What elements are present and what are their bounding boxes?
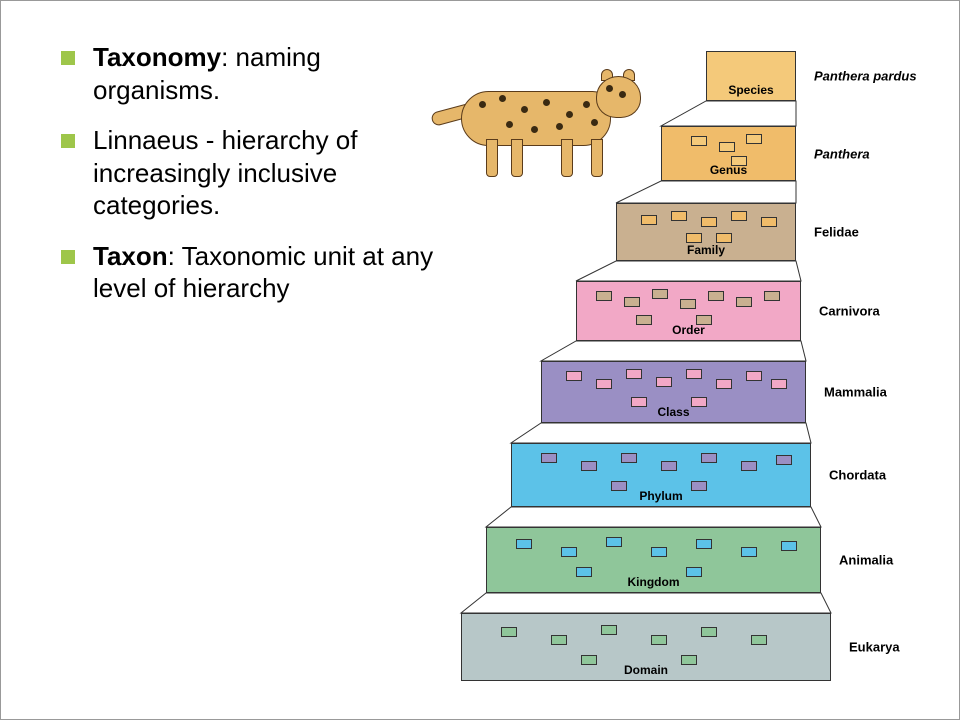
level-example: Mammalia	[824, 385, 887, 400]
member-chip	[611, 481, 627, 491]
member-chip	[751, 635, 767, 645]
member-chip	[671, 211, 687, 221]
member-chip	[641, 215, 657, 225]
member-chip	[656, 377, 672, 387]
member-chip	[581, 655, 597, 665]
member-chip	[781, 541, 797, 551]
level-example: Carnivora	[819, 304, 880, 319]
member-chip	[719, 142, 735, 152]
member-chip	[746, 371, 762, 381]
level-label: Genus	[710, 163, 747, 177]
member-chip	[686, 233, 702, 243]
member-chip	[624, 297, 640, 307]
level-label: Order	[672, 323, 705, 337]
member-chip	[716, 379, 732, 389]
member-chip	[691, 136, 707, 146]
member-chip	[501, 627, 517, 637]
level-genus: GenusPanthera	[661, 126, 796, 181]
level-label: Domain	[624, 663, 668, 677]
member-chip	[761, 217, 777, 227]
taxonomy-diagram: SpeciesPanthera pardusGenusPantheraFamil…	[461, 31, 941, 711]
member-chip	[566, 371, 582, 381]
level-example: Chordata	[829, 468, 886, 483]
member-chip	[701, 217, 717, 227]
member-chip	[551, 635, 567, 645]
member-chip	[731, 211, 747, 221]
level-label: Kingdom	[628, 575, 680, 589]
funnel-connector	[661, 101, 796, 126]
member-chip	[601, 625, 617, 635]
member-chip	[736, 297, 752, 307]
level-order: OrderCarnivora	[576, 281, 801, 341]
level-label: Phylum	[639, 489, 682, 503]
member-chip	[686, 369, 702, 379]
funnel-connector	[616, 181, 796, 203]
member-chip	[741, 547, 757, 557]
funnel-connector	[541, 341, 806, 361]
member-chip	[686, 567, 702, 577]
level-label: Family	[687, 243, 725, 257]
member-chip	[626, 369, 642, 379]
member-chip	[661, 461, 677, 471]
member-chip	[701, 453, 717, 463]
funnel-connector	[576, 261, 801, 281]
member-chip	[631, 397, 647, 407]
level-example: Eukarya	[849, 640, 900, 655]
member-chip	[636, 315, 652, 325]
member-chip	[681, 655, 697, 665]
level-species: SpeciesPanthera pardus	[706, 51, 796, 101]
member-chip	[596, 379, 612, 389]
level-family: FamilyFelidae	[616, 203, 796, 261]
member-chip	[652, 289, 668, 299]
member-chip	[516, 539, 532, 549]
member-chip	[701, 627, 717, 637]
level-kingdom: KingdomAnimalia	[486, 527, 821, 593]
bullet-item: Taxon: Taxonomic unit at any level of hi…	[61, 240, 441, 305]
member-chip	[691, 397, 707, 407]
member-chip	[716, 233, 732, 243]
leopard-image	[451, 51, 651, 171]
level-class: ClassMammalia	[541, 361, 806, 423]
funnel-connector	[461, 593, 831, 613]
member-chip	[708, 291, 724, 301]
level-label: Class	[657, 405, 689, 419]
bullet-item: Taxonomy: naming organisms.	[61, 41, 441, 106]
member-chip	[596, 291, 612, 301]
level-label: Species	[728, 83, 773, 97]
member-chip	[741, 461, 757, 471]
member-chip	[746, 134, 762, 144]
bullet-list: Taxonomy: naming organisms. Linnaeus - hi…	[61, 41, 441, 323]
level-example: Panthera	[814, 146, 870, 161]
member-chip	[764, 291, 780, 301]
member-chip	[771, 379, 787, 389]
member-chip	[581, 461, 597, 471]
funnel-connector	[511, 423, 811, 443]
level-example: Panthera pardus	[814, 69, 917, 84]
member-chip	[651, 635, 667, 645]
level-example: Felidae	[814, 225, 859, 240]
member-chip	[621, 453, 637, 463]
member-chip	[576, 567, 592, 577]
member-chip	[696, 539, 712, 549]
member-chip	[691, 481, 707, 491]
level-phylum: PhylumChordata	[511, 443, 811, 507]
member-chip	[680, 299, 696, 309]
funnel-connector	[486, 507, 821, 527]
member-chip	[651, 547, 667, 557]
level-example: Animalia	[839, 553, 893, 568]
member-chip	[776, 455, 792, 465]
member-chip	[541, 453, 557, 463]
member-chip	[561, 547, 577, 557]
member-chip	[606, 537, 622, 547]
bullet-item: Linnaeus - hierarchy of increasingly inc…	[61, 124, 441, 222]
level-domain: DomainEukarya	[461, 613, 831, 681]
